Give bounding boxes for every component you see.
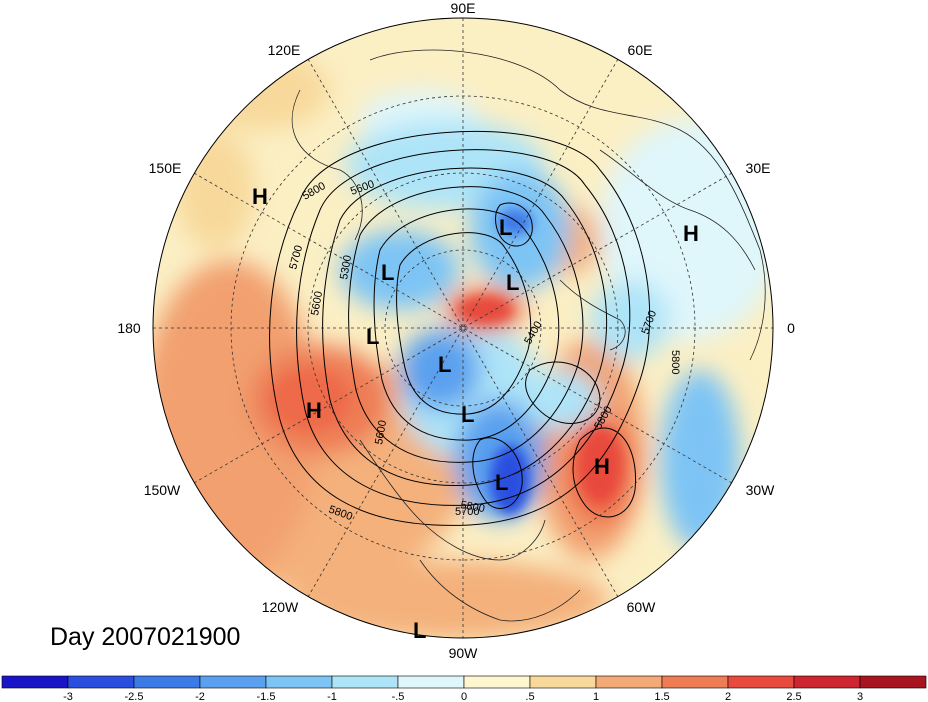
colorbar-swatch: [595, 675, 663, 689]
pressure-center-high: H: [594, 454, 610, 479]
colorbar-swatch: [67, 675, 135, 689]
longitude-label-150e: 150E: [149, 160, 182, 176]
colorbar-swatch: [199, 675, 267, 689]
colorbar-tick-label: 0: [461, 691, 467, 702]
longitude-label-60w: 60W: [627, 599, 657, 615]
colorbar-tick-label: .5: [525, 691, 534, 702]
longitude-label-90w: 90W: [449, 645, 479, 661]
colorbar-tick-label: -1.5: [257, 691, 276, 702]
day-label: Day 2007021900: [50, 623, 240, 651]
longitude-label-60e: 60E: [628, 42, 653, 58]
contour-label: 5600: [373, 419, 389, 445]
contour-label: 5700: [455, 506, 479, 518]
longitude-label-30e: 30E: [746, 160, 771, 176]
colorbar: -3 -2.5 -2 -1.5 -1 -.5 0 .5 1 1.5 2 2.5 3: [1, 675, 927, 702]
colorbar-tick-label: 3: [857, 691, 863, 702]
pressure-center-low: L: [506, 270, 519, 295]
graticule: [153, 18, 773, 638]
pressure-center-low: L: [461, 402, 474, 427]
colorbar-swatch: [727, 675, 795, 689]
colorbar-swatch: [463, 675, 531, 689]
colorbar-swatch: [529, 675, 597, 689]
height-contours: [269, 131, 651, 526]
contour-labels: 5800 5600 5700 5300 5600 5600 5400 5700 …: [287, 178, 681, 523]
colorbar-tick-label: 2.5: [786, 691, 801, 702]
colorbar-tick-label: 1: [593, 691, 599, 702]
pressure-center-low: L: [495, 470, 508, 495]
colorbar-tick-label: -.5: [392, 691, 405, 702]
colorbar-swatch: [859, 675, 927, 689]
longitude-label-120w: 120W: [262, 599, 299, 615]
colorbar-tick-label: 1.5: [654, 691, 669, 702]
colorbar-swatch: [331, 675, 399, 689]
pressure-center-low: L: [381, 260, 394, 285]
coastlines: [291, 49, 766, 622]
map-disc-outline: [152, 17, 774, 639]
pressure-center-low: L: [366, 324, 379, 349]
pressure-center-high: H: [252, 184, 268, 209]
longitude-label-0: 0: [787, 320, 795, 336]
colorbar-tick-label: -2.5: [125, 691, 144, 702]
colorbar-swatch: [661, 675, 729, 689]
longitude-label-150w: 150W: [144, 482, 181, 498]
longitude-label-120e: 120E: [268, 42, 301, 58]
pressure-center-low: L: [499, 215, 512, 240]
colorbar-swatch: [265, 675, 333, 689]
pressure-center-high: H: [683, 221, 699, 246]
colorbar-tick-label: -3: [63, 691, 73, 702]
colorbar-tick-label: -1: [327, 691, 337, 702]
colorbar-swatch: [1, 675, 69, 689]
colorbar-swatch: [793, 675, 861, 689]
contour-label: 5300: [338, 254, 354, 280]
longitude-label-180: 180: [117, 320, 141, 336]
contour-label: 5600: [309, 290, 325, 316]
pressure-center-low: L: [438, 352, 451, 377]
pressure-center-high: H: [306, 398, 322, 423]
colorbar-tick-label: 2: [725, 691, 731, 702]
longitude-label-30w: 30W: [746, 482, 776, 498]
colorbar-swatch: [133, 675, 201, 689]
contour-label: 5800: [669, 350, 681, 374]
contour-label: 5800: [459, 499, 485, 515]
colorbar-swatch: [397, 675, 465, 689]
longitude-label-90e: 90E: [451, 0, 476, 16]
longitude-labels: 90E 120E 60E 150E 30E 180 0 150W 30W 120…: [117, 0, 795, 661]
pressure-centers: H H H H L L L L L L L L L: [252, 184, 699, 643]
pressure-center-low: L: [413, 618, 426, 643]
colorbar-tick-label: -2: [195, 691, 205, 702]
